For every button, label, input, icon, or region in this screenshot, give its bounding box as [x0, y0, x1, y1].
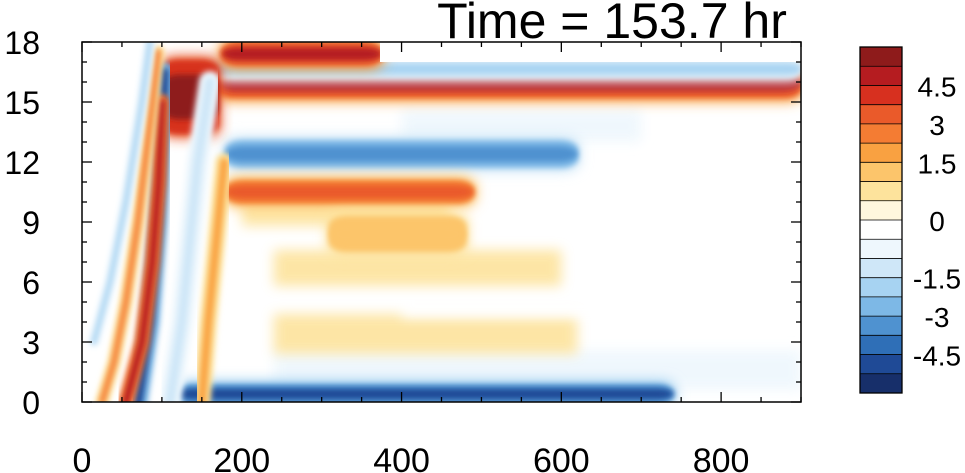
- colorbar-swatch: [860, 123, 902, 144]
- colorbar-swatch: [860, 373, 902, 394]
- colorbar-swatch: [860, 220, 902, 240]
- colorbar-swatch: [860, 277, 902, 298]
- field-positive-band-2-layer-2: [221, 47, 382, 61]
- colorbar-swatch: [860, 316, 902, 336]
- colorbar-swatch: [860, 85, 902, 105]
- front-core-1: [122, 98, 166, 402]
- colorbar-swatch: [860, 143, 902, 163]
- front-core-3: [91, 42, 153, 345]
- y-tick-label: 9: [22, 205, 40, 241]
- colorbar-label: 1.5: [918, 148, 957, 179]
- colorbar-label: -1.5: [913, 264, 961, 295]
- y-tick-label: 12: [4, 145, 40, 181]
- colorbar-label: 4.5: [918, 71, 957, 102]
- colorbar-swatch: [860, 296, 902, 317]
- x-tick-label: 800: [693, 442, 750, 473]
- colorbar: 4.5 3 1.5 0 -1.5 -3 -4.5: [859, 46, 961, 394]
- colorbar-label: 3: [929, 110, 945, 141]
- colorbar-label: -3: [925, 302, 950, 333]
- colorbar-swatch: [860, 354, 902, 375]
- colorbar-swatch: [860, 200, 902, 221]
- x-tick-label: 600: [533, 442, 590, 473]
- colorbar-swatch: [860, 181, 902, 202]
- x-tick-label: 400: [373, 442, 430, 473]
- field-negative-band-3-layer-2: [225, 146, 578, 162]
- colorbar-swatch: [860, 104, 902, 125]
- x-tick-label: 0: [73, 442, 92, 473]
- field-positive-patch-5-layer-2: [329, 223, 466, 245]
- x-axis: 0 200 400 600 800: [73, 42, 802, 473]
- colorbar-swatch: [860, 47, 902, 67]
- chart-title: Time = 153.7 hr: [437, 0, 787, 49]
- field-negative-band-6-layer-2: [177, 388, 674, 400]
- y-tick-label: 18: [4, 25, 40, 61]
- colorbar-swatch: [860, 239, 902, 259]
- y-tick-label: 0: [22, 385, 40, 421]
- front-core-5: [197, 158, 229, 402]
- front-core-2: [99, 49, 161, 402]
- colorbar-swatch: [860, 66, 902, 86]
- colorbar-frame: [859, 46, 903, 394]
- x-tick-label: 200: [213, 442, 270, 473]
- colorbar-swatch: [860, 258, 902, 278]
- field-positive-band-4-layer-2: [225, 185, 474, 199]
- title-backdrop: [380, 0, 820, 62]
- y-axis: 0 3 6 9 12 15 18: [4, 25, 801, 421]
- contour-field: [88, 42, 801, 402]
- colorbar-label: 0: [929, 206, 945, 237]
- front-core-4: [164, 77, 215, 402]
- colorbar-label: -4.5: [913, 341, 961, 372]
- y-tick-label: 6: [22, 265, 40, 301]
- field-wash-1: [273, 314, 578, 354]
- colorbar-swatch: [860, 335, 902, 355]
- y-tick-label: 15: [4, 85, 40, 121]
- y-tick-label: 3: [22, 325, 40, 361]
- colorbar-swatch: [860, 162, 902, 182]
